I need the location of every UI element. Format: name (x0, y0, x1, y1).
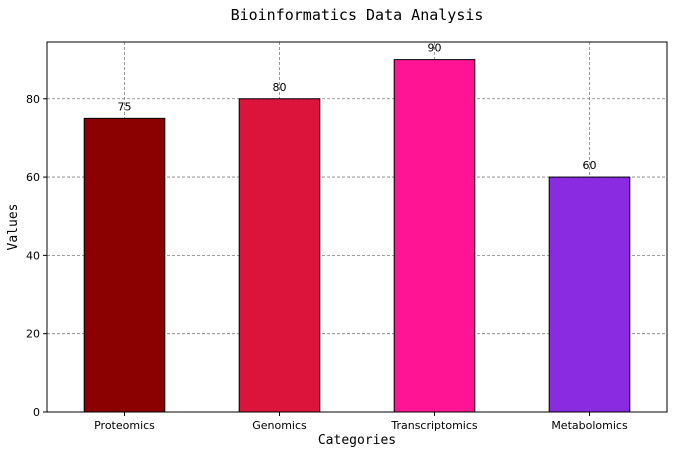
bar-transcriptomics (393, 59, 476, 413)
x-tick-label: Genomics (252, 419, 307, 432)
y-tick-label: 0 (33, 406, 40, 419)
y-tick-label: 60 (26, 171, 40, 184)
y-tick-label: 20 (26, 328, 40, 341)
bar-genomics (238, 98, 321, 413)
x-axis-ticks: Proteomics Genomics Transcriptomics Metabol… (94, 412, 628, 432)
value-label-metabolomics: 60 (583, 159, 597, 172)
chart-title: Bioinformatics Data Analysis (231, 6, 484, 24)
bar-metabolomics (548, 176, 631, 413)
plot-frame (46, 41, 668, 413)
value-label-proteomics: 75 (118, 100, 132, 113)
x-tick-label: Proteomics (94, 419, 155, 432)
value-label-genomics: 80 (273, 81, 287, 94)
y-axis-label: Values (6, 204, 21, 251)
value-labels: 75 80 90 60 (118, 42, 597, 172)
x-tick-label: Metabolomics (551, 419, 628, 432)
bar-proteomics (83, 117, 166, 413)
value-label-transcriptomics: 90 (428, 42, 442, 55)
x-tick-label: Transcriptomics (390, 419, 478, 432)
y-axis-ticks: 0 20 40 60 80 (26, 93, 47, 419)
y-tick-label: 40 (26, 249, 40, 262)
y-tick-label: 80 (26, 93, 40, 106)
bars (83, 59, 631, 413)
x-axis-label: Categories (318, 433, 396, 448)
